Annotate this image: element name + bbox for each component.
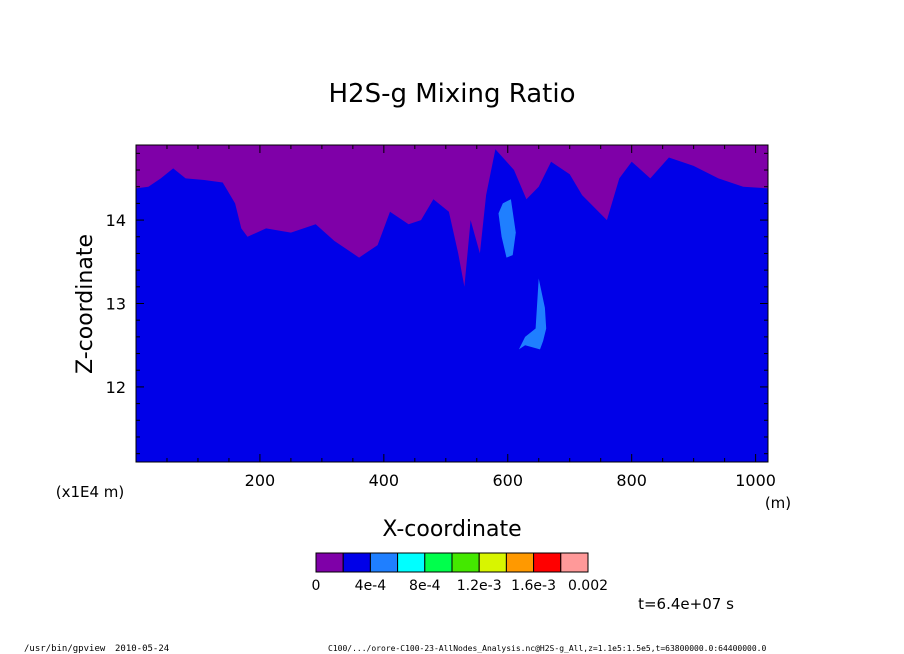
light-blue-regions bbox=[498, 199, 547, 350]
colorbar-swatch-8 bbox=[505, 552, 535, 573]
colorbar-label-3: 8e-4 bbox=[409, 578, 441, 594]
colorbar-swatch-9 bbox=[533, 552, 562, 573]
y-axis-label: Z-coordinate bbox=[73, 234, 98, 374]
y-axis-ticks: 12 13 14 bbox=[106, 152, 768, 455]
y-tick-label-13: 13 bbox=[106, 295, 126, 314]
footer-date: 2010-05-24 bbox=[115, 644, 169, 654]
x-tick-label-1000: 1000 bbox=[735, 471, 776, 490]
light-blue-region-2 bbox=[518, 278, 547, 350]
colorbar-swatch-6 bbox=[451, 552, 480, 573]
colorbar-swatch-10 bbox=[560, 552, 589, 573]
colorbar-swatch-3 bbox=[369, 552, 399, 573]
x-tick-label-800: 800 bbox=[616, 471, 647, 490]
x-axis-label: X-coordinate bbox=[382, 517, 521, 542]
colorbar-label-2: 4e-4 bbox=[355, 578, 387, 594]
colorbar-swatch-5 bbox=[424, 552, 453, 573]
colorbar-label-1: 0 bbox=[312, 578, 321, 594]
y-axis-unit: (x1E4 m) bbox=[56, 483, 125, 501]
x-tick-label-600: 600 bbox=[492, 471, 523, 490]
colorbar-label-4: 1.2e-3 bbox=[457, 578, 502, 594]
footer-source: C100/.../orore-C100-23-AllNodes_Analysis… bbox=[328, 644, 766, 653]
colorbar-label-6: 0.002 bbox=[568, 578, 608, 594]
colorbar-label-5: 1.6e-3 bbox=[511, 578, 556, 594]
time-label: t=6.4e+07 s bbox=[638, 595, 734, 613]
colorbar-swatch-1 bbox=[315, 552, 344, 573]
x-tick-label-400: 400 bbox=[369, 471, 400, 490]
colorbar-labels: 0 4e-4 8e-4 1.2e-3 1.6e-3 0.002 bbox=[312, 578, 609, 594]
colorbar-swatch-2 bbox=[342, 552, 371, 573]
colorbar-swatch-4 bbox=[397, 552, 426, 573]
x-axis-ticks: 200 400 600 800 1000 bbox=[166, 145, 776, 490]
colorbar-swatch-7 bbox=[478, 552, 507, 573]
plot-area bbox=[135, 144, 769, 463]
chart-title: H2S-g Mixing Ratio bbox=[328, 79, 575, 109]
x-tick-label-200: 200 bbox=[245, 471, 276, 490]
colorbar bbox=[315, 552, 589, 573]
top-purple-region bbox=[136, 145, 768, 287]
x-axis-unit: (m) bbox=[765, 494, 791, 512]
light-blue-region-1 bbox=[498, 199, 516, 258]
y-tick-label-12: 12 bbox=[106, 378, 126, 397]
footer-program: /usr/bin/gpview bbox=[24, 644, 106, 654]
y-tick-label-14: 14 bbox=[106, 211, 126, 230]
